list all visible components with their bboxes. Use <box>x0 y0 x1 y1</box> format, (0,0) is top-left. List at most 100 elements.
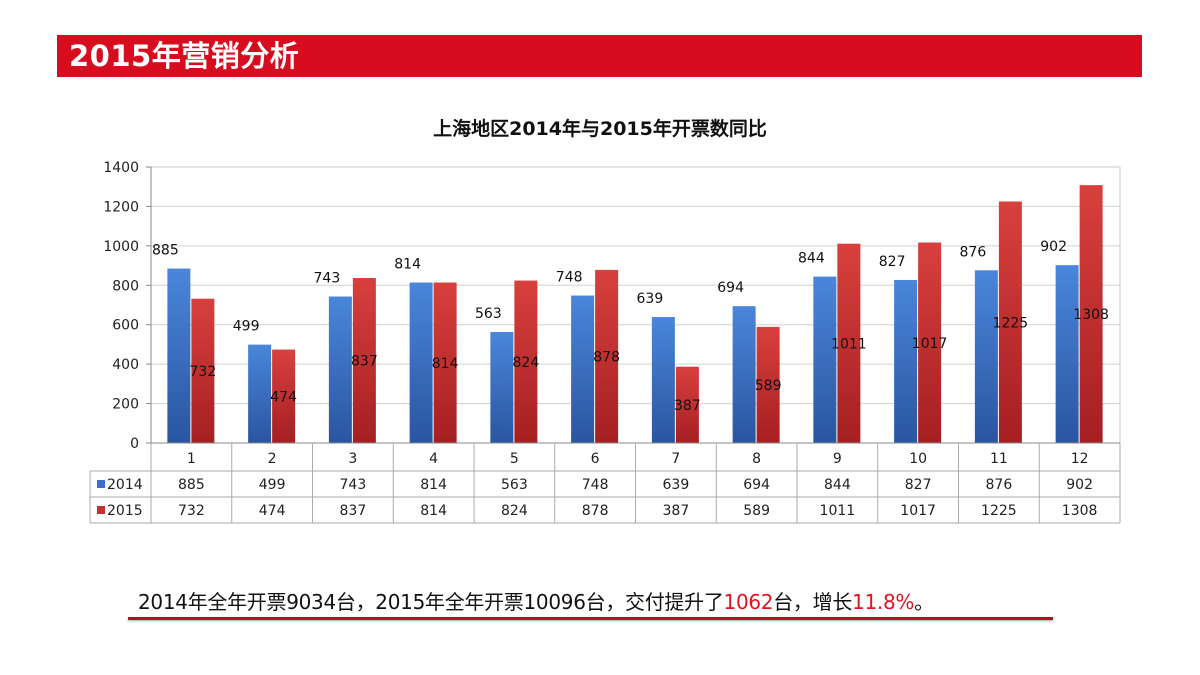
bar-2014 <box>571 295 595 443</box>
category-label: 8 <box>752 451 761 467</box>
bar-2014 <box>248 344 272 443</box>
category-label: 3 <box>348 451 357 467</box>
table-cell-2014: 563 <box>501 477 528 493</box>
y-tick-label: 1000 <box>103 239 139 255</box>
bar-2015 <box>1079 185 1103 443</box>
bar-2015 <box>998 201 1022 443</box>
data-label-2014: 827 <box>879 254 906 270</box>
legend-label-2015: 2015 <box>107 503 143 519</box>
table-cell-2014: 844 <box>824 477 851 493</box>
data-label-2014: 748 <box>556 270 583 286</box>
data-label-2015: 1225 <box>993 315 1029 331</box>
summary-underline <box>128 617 1053 620</box>
data-label-2015: 387 <box>674 398 701 414</box>
bar-2015 <box>918 242 942 443</box>
summary-part1: 2014年全年开票9034台，2015年全年开票10096台，交付提升了 <box>138 590 724 614</box>
bar-2014 <box>813 276 837 443</box>
data-label-2014: 902 <box>1040 239 1067 255</box>
data-label-2015: 589 <box>755 378 782 394</box>
data-label-2014: 814 <box>394 257 421 273</box>
y-tick-label: 1200 <box>103 199 139 215</box>
bar-2014 <box>651 317 675 443</box>
data-label-2015: 837 <box>351 353 378 369</box>
category-label: 11 <box>990 451 1008 467</box>
table-cell-2014: 827 <box>905 477 932 493</box>
bar-2015 <box>433 282 457 443</box>
category-label: 12 <box>1071 451 1089 467</box>
table-cell-2015: 878 <box>582 503 609 519</box>
legend-label-2014: 2014 <box>107 477 143 493</box>
category-label: 10 <box>909 451 927 467</box>
table-cell-2015: 1017 <box>900 503 936 519</box>
table-cell-2014: 499 <box>259 477 286 493</box>
data-label-2015: 814 <box>432 356 459 372</box>
table-cell-2015: 837 <box>340 503 367 519</box>
category-label: 9 <box>833 451 842 467</box>
bar-2015 <box>837 243 861 443</box>
data-label-2014: 885 <box>152 243 179 259</box>
table-cell-2015: 1011 <box>820 503 856 519</box>
bar-2015 <box>352 277 376 443</box>
page-title: 2015年营销分析 <box>69 39 300 73</box>
data-label-2015: 878 <box>593 349 620 365</box>
bar-2015 <box>756 326 780 443</box>
table-cell-2014: 694 <box>743 477 770 493</box>
bar-2014 <box>1055 265 1079 443</box>
table-cell-2015: 1225 <box>981 503 1017 519</box>
bar-2015 <box>272 349 296 443</box>
table-cell-2015: 474 <box>259 503 286 519</box>
y-tick-label: 200 <box>112 397 139 413</box>
data-label-2014: 876 <box>960 244 987 260</box>
category-label: 5 <box>510 451 519 467</box>
summary-increase: 1062 <box>723 590 774 614</box>
bar-2015 <box>595 269 619 443</box>
category-label: 4 <box>429 451 438 467</box>
summary-text: 2014年全年开票9034台，2015年全年开票10096台，交付提升了1062… <box>138 586 934 615</box>
legend-swatch-2014 <box>97 480 105 488</box>
category-label: 6 <box>591 451 600 467</box>
data-label-2015: 824 <box>513 355 540 371</box>
category-label: 7 <box>671 451 680 467</box>
summary-growth: 11.8% <box>852 590 915 614</box>
category-label: 1 <box>187 451 196 467</box>
table-cell-2014: 639 <box>663 477 690 493</box>
table-cell-2015: 387 <box>663 503 690 519</box>
table-cell-2015: 1308 <box>1062 503 1098 519</box>
data-label-2014: 743 <box>314 271 341 287</box>
table-cell-2014: 814 <box>420 477 447 493</box>
data-label-2014: 694 <box>717 280 744 296</box>
table-cell-2014: 876 <box>986 477 1013 493</box>
chart-title: 上海地区2014年与2015年开票数同比 <box>433 118 767 140</box>
bar-2014 <box>490 332 514 443</box>
bar-2014 <box>328 296 352 443</box>
data-label-2015: 732 <box>190 364 217 380</box>
table-cell-2014: 902 <box>1066 477 1093 493</box>
bar-2014 <box>894 279 918 443</box>
y-tick-label: 800 <box>112 278 139 294</box>
bar-2014 <box>409 282 433 443</box>
bar-2014 <box>167 268 191 443</box>
table-cell-2015: 589 <box>743 503 770 519</box>
title-bar: 2015年营销分析 <box>57 35 1142 77</box>
data-label-2015: 1308 <box>1073 307 1109 323</box>
data-label-2015: 1017 <box>912 336 948 352</box>
table-cell-2014: 743 <box>340 477 367 493</box>
legend-swatch-2015 <box>97 506 105 514</box>
data-label-2014: 639 <box>637 291 664 307</box>
table-cell-2015: 814 <box>420 503 447 519</box>
data-label-2015: 1011 <box>831 336 867 352</box>
data-label-2014: 499 <box>233 319 260 335</box>
table-cell-2015: 824 <box>501 503 528 519</box>
bar-2014 <box>732 306 756 443</box>
y-tick-label: 600 <box>112 318 139 334</box>
y-tick-label: 0 <box>130 436 139 452</box>
bar-2015 <box>514 280 538 443</box>
bar-2015 <box>191 298 215 443</box>
bar-2014 <box>974 270 998 443</box>
category-label: 2 <box>268 451 277 467</box>
data-label-2015: 474 <box>270 389 297 405</box>
data-label-2014: 844 <box>798 251 825 267</box>
table-cell-2014: 748 <box>582 477 609 493</box>
data-label-2014: 563 <box>475 306 502 322</box>
